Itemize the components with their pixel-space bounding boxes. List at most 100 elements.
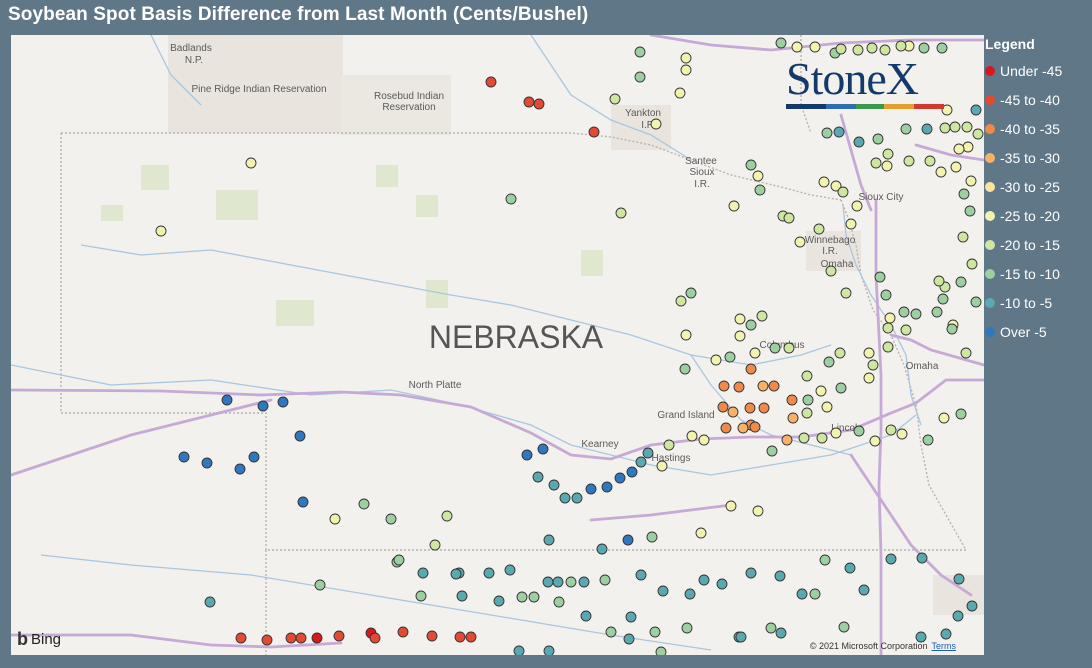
location-marker[interactable] xyxy=(441,510,453,522)
location-marker[interactable] xyxy=(749,421,761,433)
location-marker[interactable] xyxy=(734,330,746,342)
location-marker[interactable] xyxy=(882,341,894,353)
location-marker[interactable] xyxy=(680,64,692,76)
location-marker[interactable] xyxy=(880,289,892,301)
location-marker[interactable] xyxy=(295,632,307,644)
location-marker[interactable] xyxy=(970,296,982,308)
location-marker[interactable] xyxy=(796,588,808,600)
location-marker[interactable] xyxy=(727,406,739,418)
location-marker[interactable] xyxy=(870,157,882,169)
location-marker[interactable] xyxy=(916,552,928,564)
location-marker[interactable] xyxy=(815,385,827,397)
location-marker[interactable] xyxy=(881,160,893,172)
location-marker[interactable] xyxy=(635,456,647,468)
location-marker[interactable] xyxy=(716,578,728,590)
location-marker[interactable] xyxy=(872,133,884,145)
location-marker[interactable] xyxy=(532,471,544,483)
location-marker[interactable] xyxy=(485,76,497,88)
location-marker[interactable] xyxy=(745,159,757,171)
location-marker[interactable] xyxy=(314,579,326,591)
location-marker[interactable] xyxy=(757,380,769,392)
location-marker[interactable] xyxy=(830,427,842,439)
location-marker[interactable] xyxy=(417,567,429,579)
location-marker[interactable] xyxy=(548,479,560,491)
location-marker[interactable] xyxy=(835,43,847,55)
location-marker[interactable] xyxy=(838,621,850,633)
location-marker[interactable] xyxy=(837,186,849,198)
location-marker[interactable] xyxy=(774,570,786,582)
location-marker[interactable] xyxy=(834,347,846,359)
legend-item[interactable]: -25 to -20 xyxy=(985,201,1090,230)
location-marker[interactable] xyxy=(813,223,825,235)
location-marker[interactable] xyxy=(728,200,740,212)
location-marker[interactable] xyxy=(863,347,875,359)
location-marker[interactable] xyxy=(634,46,646,58)
location-marker[interactable] xyxy=(657,585,669,597)
location-marker[interactable] xyxy=(955,276,967,288)
location-marker[interactable] xyxy=(614,472,626,484)
location-marker[interactable] xyxy=(938,412,950,424)
location-marker[interactable] xyxy=(964,205,976,217)
location-marker[interactable] xyxy=(958,188,970,200)
location-marker[interactable] xyxy=(823,356,835,368)
location-marker[interactable] xyxy=(261,634,273,646)
location-marker[interactable] xyxy=(830,180,842,192)
location-marker[interactable] xyxy=(505,193,517,205)
location-marker[interactable] xyxy=(686,430,698,442)
location-marker[interactable] xyxy=(879,44,891,56)
location-marker[interactable] xyxy=(537,443,549,455)
location-marker[interactable] xyxy=(565,576,577,588)
location-marker[interactable] xyxy=(646,531,658,543)
location-marker[interactable] xyxy=(450,568,462,580)
location-marker[interactable] xyxy=(737,422,749,434)
location-marker[interactable] xyxy=(940,628,952,640)
location-marker[interactable] xyxy=(720,422,732,434)
location-marker[interactable] xyxy=(625,611,637,623)
location-marker[interactable] xyxy=(910,308,922,320)
location-marker[interactable] xyxy=(766,445,778,457)
location-marker[interactable] xyxy=(765,622,777,634)
location-marker[interactable] xyxy=(585,483,597,495)
location-marker[interactable] xyxy=(950,161,962,173)
location-marker[interactable] xyxy=(285,632,297,644)
location-marker[interactable] xyxy=(552,576,564,588)
location-marker[interactable] xyxy=(333,630,345,642)
location-marker[interactable] xyxy=(516,591,528,603)
location-marker[interactable] xyxy=(821,401,833,413)
location-marker[interactable] xyxy=(599,574,611,586)
location-marker[interactable] xyxy=(655,646,667,655)
location-marker[interactable] xyxy=(634,71,646,83)
location-marker[interactable] xyxy=(895,40,907,52)
location-marker[interactable] xyxy=(465,631,477,643)
location-marker[interactable] xyxy=(752,505,764,517)
location-marker[interactable] xyxy=(717,401,729,413)
location-marker[interactable] xyxy=(775,627,787,639)
location-marker[interactable] xyxy=(588,126,600,138)
location-marker[interactable] xyxy=(821,127,833,139)
location-marker[interactable] xyxy=(483,567,495,579)
location-marker[interactable] xyxy=(769,342,781,354)
location-marker[interactable] xyxy=(960,347,972,359)
location-marker[interactable] xyxy=(698,574,710,586)
location-marker[interactable] xyxy=(957,231,969,243)
location-marker[interactable] xyxy=(681,622,693,634)
location-marker[interactable] xyxy=(513,645,525,655)
location-marker[interactable] xyxy=(937,293,949,305)
location-marker[interactable] xyxy=(601,481,613,493)
location-marker[interactable] xyxy=(809,588,821,600)
location-marker[interactable] xyxy=(754,184,766,196)
location-marker[interactable] xyxy=(783,212,795,224)
location-marker[interactable] xyxy=(385,513,397,525)
location-marker[interactable] xyxy=(725,500,737,512)
legend-item[interactable]: -35 to -30 xyxy=(985,143,1090,172)
location-marker[interactable] xyxy=(866,42,878,54)
location-marker[interactable] xyxy=(882,148,894,160)
location-marker[interactable] xyxy=(966,600,978,612)
location-marker[interactable] xyxy=(543,645,555,655)
legend-item[interactable]: -15 to -10 xyxy=(985,259,1090,288)
legend-item[interactable]: -30 to -25 xyxy=(985,172,1090,201)
location-marker[interactable] xyxy=(698,434,710,446)
location-marker[interactable] xyxy=(791,41,803,53)
location-marker[interactable] xyxy=(844,562,856,574)
location-marker[interactable] xyxy=(853,136,865,148)
